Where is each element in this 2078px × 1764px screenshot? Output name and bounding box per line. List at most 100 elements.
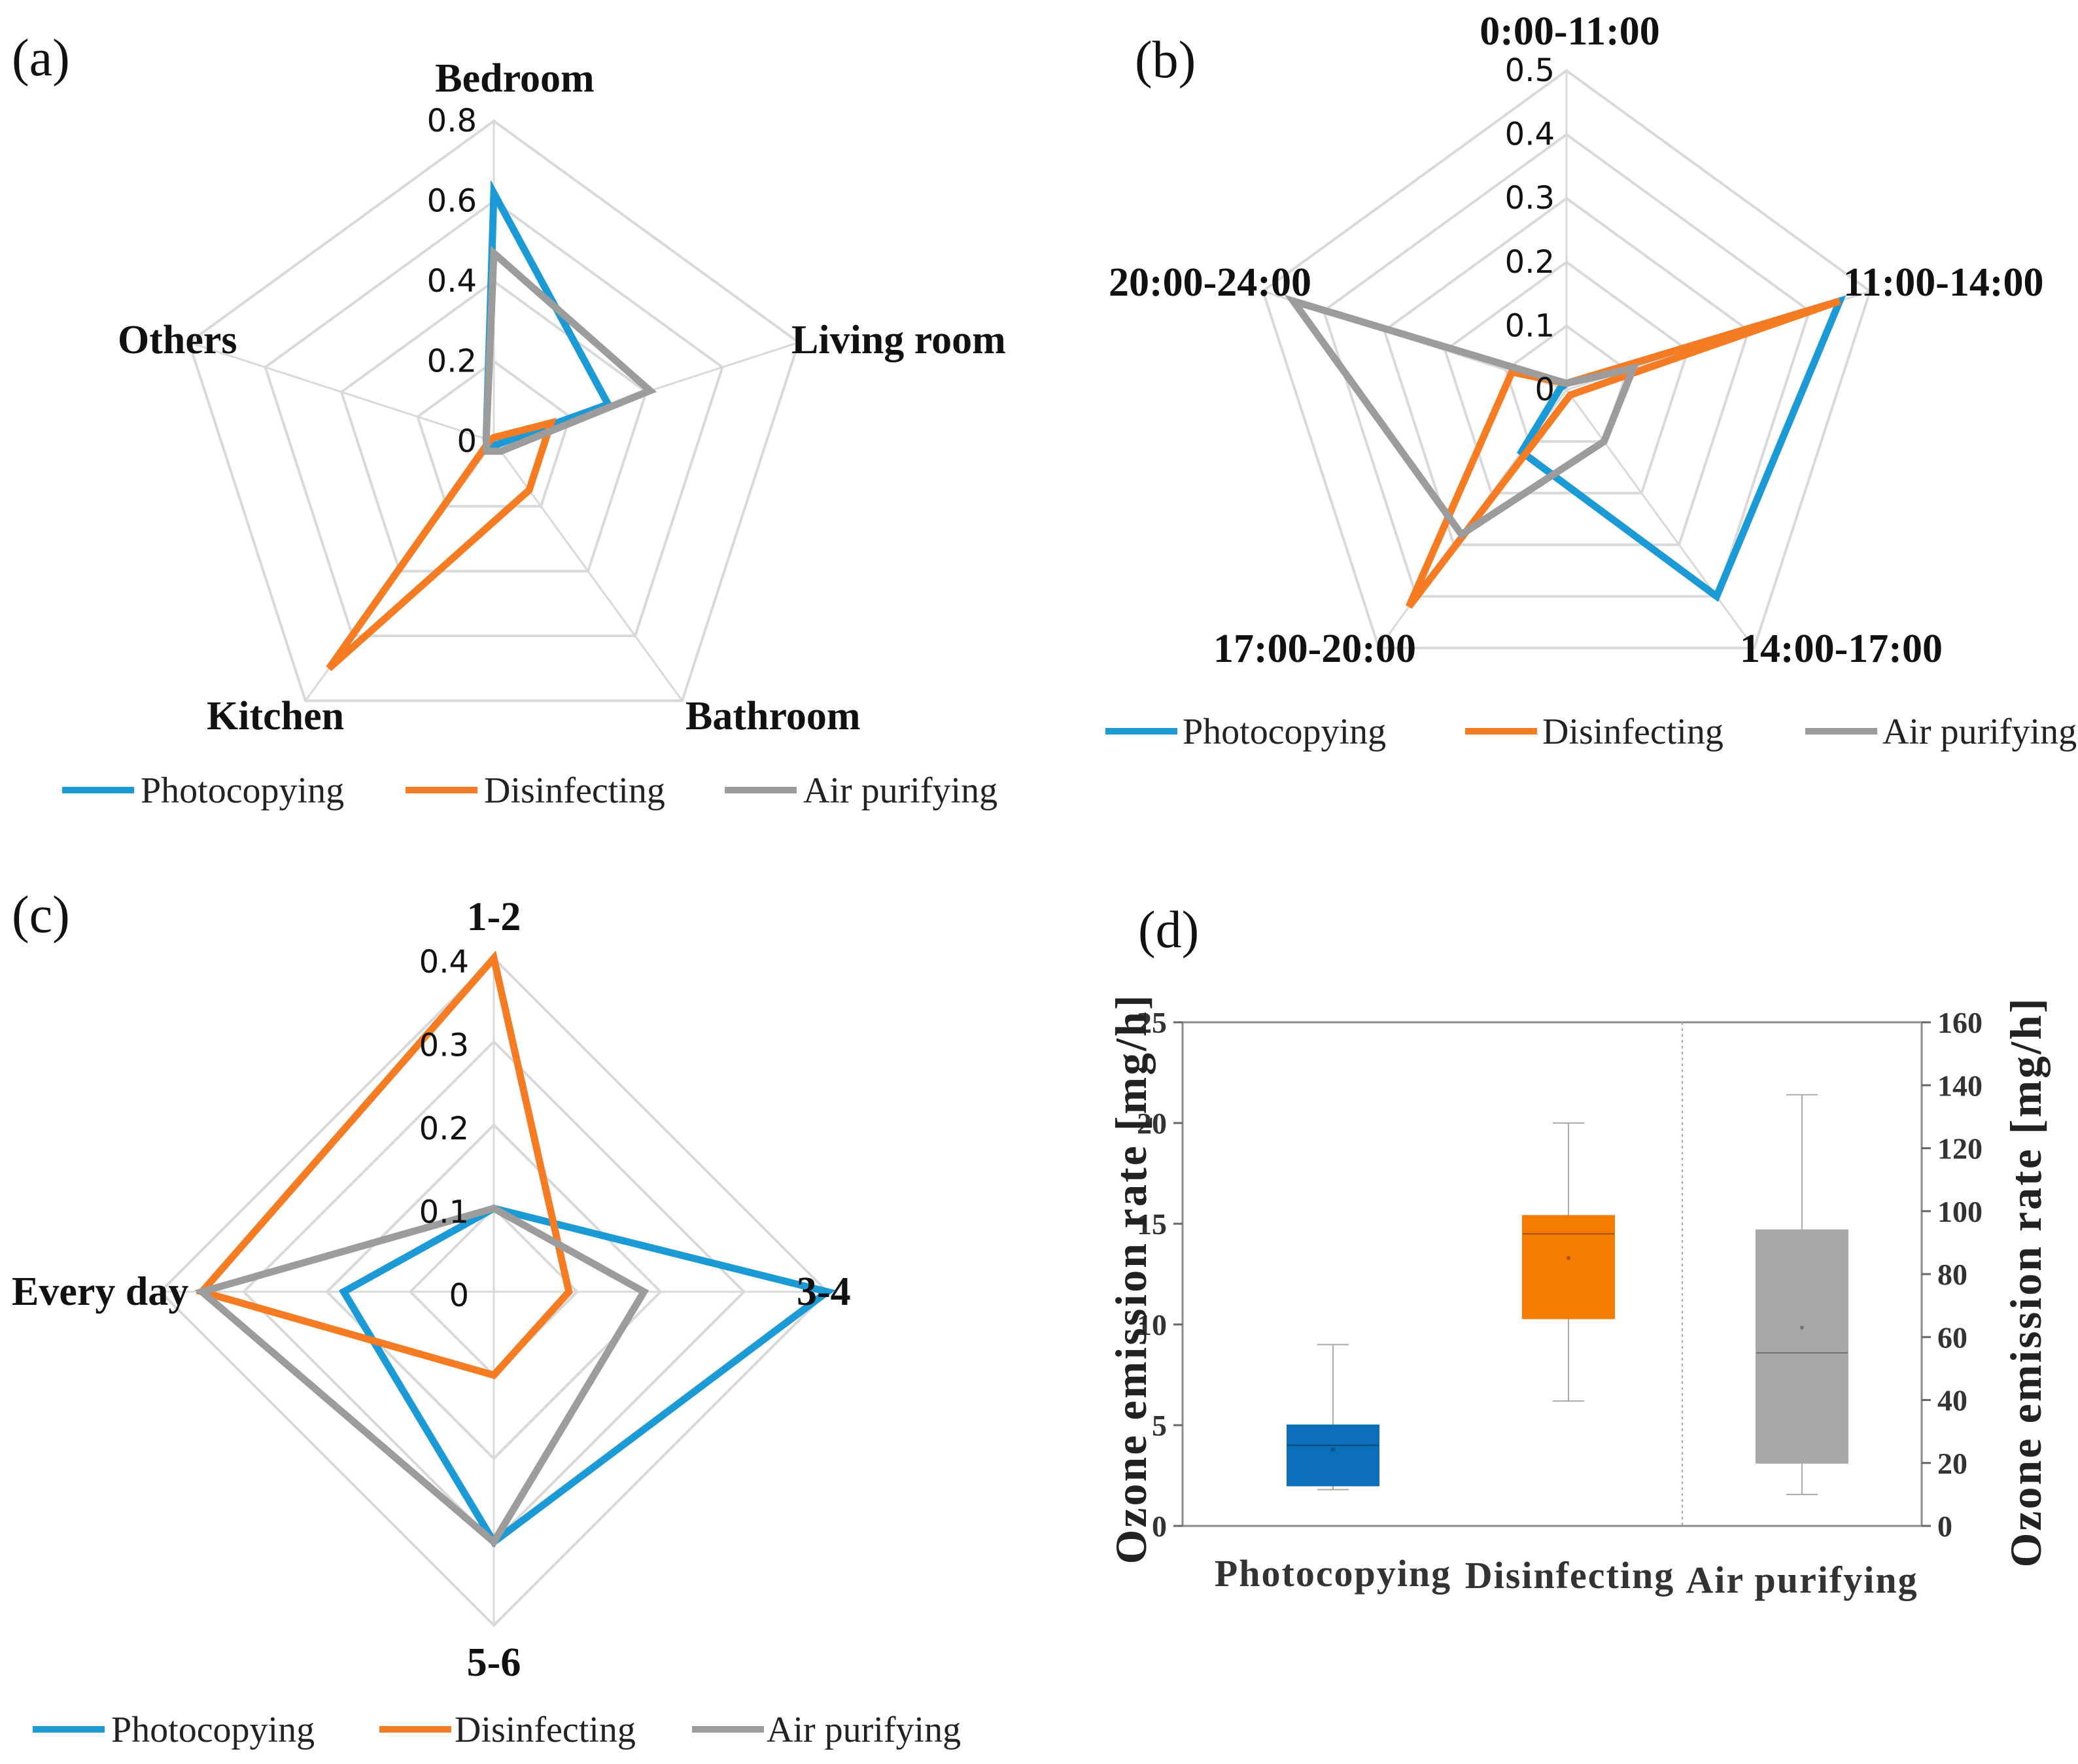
panel-a-ticks: 0 0.2 0.4 0.6 0.8 xyxy=(427,103,477,460)
panel-b-radar-chart: (b) 0 0.1 0.2 0.3 0.4 0.5 0:00-11:00 11:00-14… xyxy=(1105,9,2077,752)
grid-spoke-2 xyxy=(1565,389,1756,649)
grid-ring-1 xyxy=(416,360,572,508)
right-tick-label: 60 xyxy=(1937,1321,1967,1354)
right-tick-label: 120 xyxy=(1937,1132,1983,1166)
radial-tick-label: 0.1 xyxy=(1505,307,1555,344)
right-tick-label: 20 xyxy=(1937,1447,1967,1480)
radial-tick-label: 0 xyxy=(449,1277,469,1314)
right-tick-label: 140 xyxy=(1937,1069,1983,1102)
box-iqr xyxy=(1756,1229,1848,1464)
panel-c-legend: Photocopying Disinfecting Air purifying xyxy=(33,1710,961,1750)
right-tick-label: 0 xyxy=(1937,1510,1952,1543)
panel-c-grid xyxy=(158,956,829,1627)
panel-c-radar-chart: (c) 00.10.20.30.4 1-2 3-4 5-6 Every day … xyxy=(12,886,961,1750)
panel-d-label: (d) xyxy=(1138,901,1199,959)
radial-tick-label: 0.4 xyxy=(427,263,477,300)
radial-tick-label: 0.4 xyxy=(1505,116,1555,153)
box-mean xyxy=(1800,1325,1804,1330)
category-label-every-day: Every day xyxy=(12,1270,188,1314)
category-label-kitchen: Kitchen xyxy=(207,694,344,738)
panel-a-categories: Bedroom Living room Bathroom Kitchen Oth… xyxy=(118,56,1006,738)
box-mean xyxy=(1567,1256,1570,1260)
panel-b-label: (b) xyxy=(1135,31,1196,89)
radial-tick-label: 0 xyxy=(457,423,477,460)
left-tick-label: 15 xyxy=(1137,1207,1167,1241)
grid-ring-4 xyxy=(1322,133,1811,598)
series-disinfecting xyxy=(195,950,573,1379)
left-tick-label: 20 xyxy=(1137,1107,1167,1140)
series-disinfecting xyxy=(1406,298,1841,609)
grid-ring-3 xyxy=(264,199,724,638)
y-axis-title-left: Ozone emission rate [mg/h] xyxy=(1106,993,1156,1564)
box-category-labels: Photocopying Disinfecting Air purifying xyxy=(1215,1552,1918,1601)
category-label-2000-2400: 20:00-24:00 xyxy=(1109,260,1311,305)
legend-label-air-purifying: Air purifying xyxy=(1882,712,2077,752)
radial-tick-label: 0.3 xyxy=(419,1028,469,1064)
right-tick-label: 40 xyxy=(1937,1384,1967,1417)
panel-b-categories: 0:00-11:00 11:00-14:00 14:00-17:00 17:00… xyxy=(1109,9,2044,671)
right-axis-ticks: 0 20 40 60 80 100 120 140 160 xyxy=(1922,1006,1983,1543)
panel-b-legend: Photocopying Disinfecting Air purifying xyxy=(1105,712,2077,752)
category-label-bedroom: Bedroom xyxy=(435,56,594,101)
legend-label-disinfecting: Disinfecting xyxy=(484,770,665,811)
box-iqr xyxy=(1287,1425,1379,1487)
radial-tick-label: 0.3 xyxy=(1505,180,1555,216)
panel-b-ticks: 0 0.1 0.2 0.3 0.4 0.5 xyxy=(1505,52,1555,408)
left-tick-label: 5 xyxy=(1152,1409,1167,1442)
radial-tick-label: 0 xyxy=(1534,372,1555,408)
radial-tick-label: 0.2 xyxy=(419,1111,469,1147)
right-tick-label: 160 xyxy=(1937,1006,1983,1039)
category-label-1400-1700: 14:00-17:00 xyxy=(1740,627,1943,671)
grid-spoke-4 xyxy=(188,341,494,443)
radial-tick-label: 0.5 xyxy=(1505,52,1555,89)
panel-d-box-chart: (d) 0 5 10 15 20 25 0 20 40 60 80 100 120 140 160 Pho… xyxy=(1106,901,2051,1601)
legend-label-disinfecting: Disinfecting xyxy=(455,1710,636,1750)
box-photocopying xyxy=(1287,1343,1379,1491)
panel-a-radar-chart: (a) 0 0.2 0.4 0.6 0.8 Bedroom Living room Ba… xyxy=(12,29,1006,811)
grid-ring-4 xyxy=(187,119,801,702)
radial-tick-label: 0.2 xyxy=(1505,244,1555,281)
panel-a-label: (a) xyxy=(12,29,70,87)
grid-ring-5 xyxy=(1261,69,1872,649)
box-mean xyxy=(1331,1447,1335,1451)
panel-c-categories: 1-2 3-4 5-6 Every day xyxy=(12,895,851,1685)
box-iqr xyxy=(1522,1215,1615,1319)
category-label-others: Others xyxy=(118,318,237,362)
category-label-1700-2000: 17:00-20:00 xyxy=(1213,627,1416,671)
y-axis-title-right: Ozone emission rate [mg/h] xyxy=(2001,996,2051,1567)
box-category-photocopying: Photocopying xyxy=(1215,1552,1451,1595)
radial-tick-label: 0.1 xyxy=(419,1194,469,1231)
radial-tick-label: 0.6 xyxy=(427,183,477,220)
grid-ring-2 xyxy=(1444,260,1689,494)
series-air-purifying xyxy=(1284,294,1640,540)
legend-label-disinfecting: Disinfecting xyxy=(1542,712,1723,752)
right-tick-label: 80 xyxy=(1937,1258,1967,1291)
series-disinfecting xyxy=(326,417,557,672)
category-label-living-room: Living room xyxy=(791,318,1006,362)
legend-label-air-purifying: Air purifying xyxy=(767,1710,961,1750)
grid-spoke-2 xyxy=(493,441,684,702)
radial-tick-label: 0.4 xyxy=(419,944,469,980)
legend-label-photocopying: Photocopying xyxy=(111,1710,315,1750)
panel-b-series xyxy=(1284,294,1846,609)
legend-label-air-purifying: Air purifying xyxy=(803,770,997,811)
box-category-air-purifying: Air purifying xyxy=(1686,1559,1918,1601)
panel-c-ticks: 0 0.1 0.2 0.3 0.4 xyxy=(419,944,469,1314)
category-label-0000-1100: 0:00-11:00 xyxy=(1480,9,1660,54)
panel-a-legend: Photocopying Disinfecting Air purifying xyxy=(62,770,997,811)
box-category-disinfecting: Disinfecting xyxy=(1465,1554,1674,1597)
box-disinfecting xyxy=(1522,1122,1615,1402)
category-label-1-2: 1-2 xyxy=(467,895,521,939)
category-label-5-6: 5-6 xyxy=(467,1640,521,1685)
series-air-purifying xyxy=(482,245,657,455)
grid-ring-3 xyxy=(1383,196,1750,546)
legend-label-photocopying: Photocopying xyxy=(141,770,344,811)
left-tick-label: 25 xyxy=(1137,1006,1167,1039)
radial-tick-label: 0.2 xyxy=(427,343,477,380)
right-tick-label: 100 xyxy=(1937,1195,1983,1228)
panel-a-series xyxy=(326,179,657,672)
left-tick-label: 0 xyxy=(1152,1510,1167,1543)
legend-label-photocopying: Photocopying xyxy=(1183,712,1386,752)
panel-c-series xyxy=(194,950,836,1548)
